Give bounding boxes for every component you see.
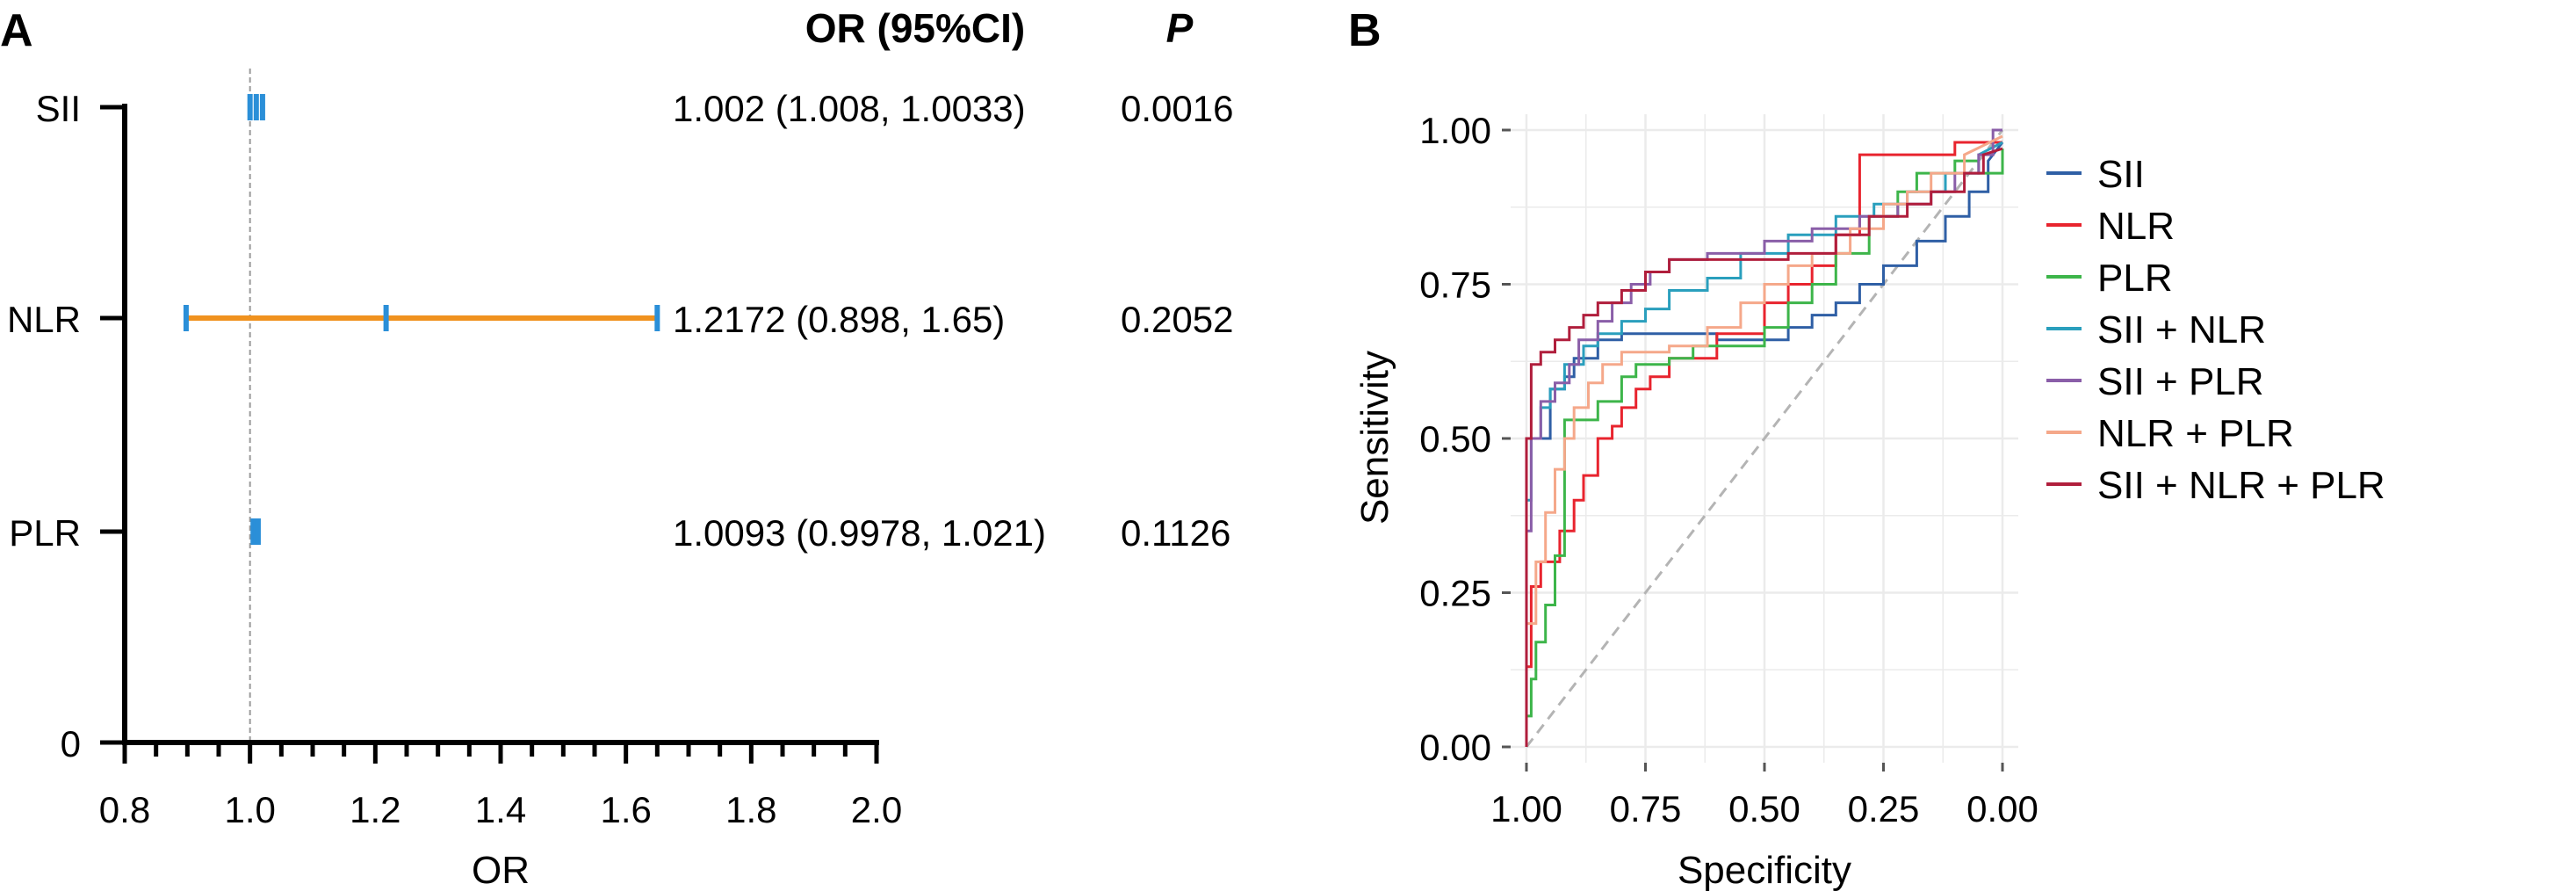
panel-a-letter: A	[0, 5, 33, 56]
row-label: NLR	[7, 299, 81, 340]
y-tick-label: 0.50	[1419, 418, 1491, 460]
p-value-header: P	[1166, 5, 1194, 51]
roc-curve-plr	[1525, 148, 2004, 747]
x-tick-label: 1.8	[725, 789, 776, 830]
x-tick-label: 1.6	[600, 789, 651, 830]
legend-label: NLR + PLR	[2097, 412, 2294, 455]
roc-curve-sii	[1525, 141, 2004, 747]
forest-plot: 0 0.8 1.0 1.2 1.4 1.6 1.8 2.0 OR SII 1.002 (1.008,…	[7, 69, 1233, 891]
legend-label: SII	[2097, 153, 2145, 196]
p-value: 0.2052	[1121, 299, 1233, 340]
roc-curve-nlr	[1525, 141, 2002, 747]
x-tick-label: 0.00	[1966, 788, 2038, 829]
x-tick-label: 0.50	[1728, 788, 1800, 829]
x-tick-label: 1.2	[350, 789, 400, 830]
row-label: SII	[36, 88, 81, 129]
x-tick-label: 0.8	[99, 789, 150, 830]
x-tick-label: 0.75	[1610, 788, 1682, 829]
panel-b-letter: B	[1348, 5, 1382, 56]
x-tick-label: 0.25	[1848, 788, 1920, 829]
y-axis-label: Sensitivity	[1353, 351, 1396, 525]
or-ci-value: 1.2172 (0.898, 1.65)	[673, 299, 1005, 340]
x-tick-label: 1.0	[224, 789, 275, 830]
or-ci-value: 1.0093 (0.9978, 1.021)	[673, 512, 1046, 554]
p-value: 0.1126	[1121, 512, 1230, 554]
or-ci-value: 1.002 (1.008, 1.0033)	[673, 88, 1026, 129]
chance-diagonal	[1525, 129, 2004, 748]
roc-curve-sii-nlr-plr	[1525, 147, 2003, 747]
y-tick-label: 0.25	[1419, 573, 1491, 614]
y-tick-label: 0.75	[1419, 264, 1491, 306]
legend-label: SII + NLR + PLR	[2097, 464, 2385, 507]
row-label: PLR	[9, 512, 81, 554]
x-axis-label: Specificity	[1678, 849, 1851, 891]
or-ci-header: OR (95%CI)	[805, 5, 1025, 51]
roc-curve-nlr-plr	[1525, 134, 2003, 747]
y-tick-label: 0.00	[1419, 727, 1491, 768]
legend-label: NLR	[2097, 205, 2175, 248]
legend-label: SII + PLR	[2097, 360, 2264, 403]
x-tick-label: 2.0	[851, 789, 902, 830]
x-tick-label: 1.4	[475, 789, 526, 830]
roc-plot: 0.00 0.25 0.50 0.75 1.00 1.00 0.75 0.50 0.25 0.00…	[1353, 110, 2385, 891]
y-tick-label: 1.00	[1419, 110, 1491, 151]
x-axis-label: OR	[472, 849, 530, 891]
legend-label: PLR	[2097, 257, 2173, 300]
p-value: 0.0016	[1121, 88, 1233, 129]
legend-label: SII + NLR	[2097, 308, 2266, 351]
y-tick-label: 0	[61, 723, 81, 764]
x-tick-label: 1.00	[1490, 788, 1562, 829]
